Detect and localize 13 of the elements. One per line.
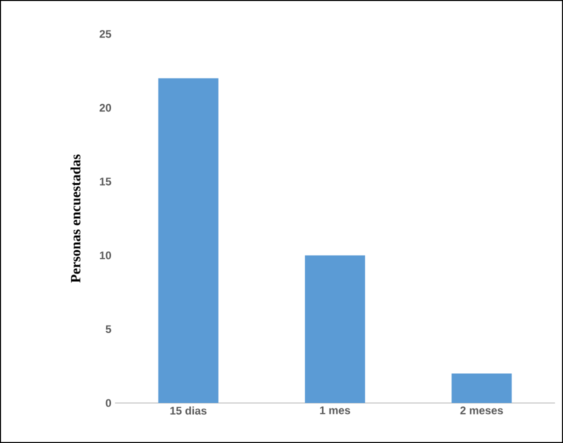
y-axis-title: Personas encuestadas	[70, 154, 80, 283]
y-tick-label: 20	[100, 104, 112, 112]
y-tick-label: 15	[100, 178, 112, 186]
x-tick-label: 1 mes	[320, 406, 350, 414]
x-tick-label: 2 meses	[460, 406, 503, 414]
y-tick-label: 0	[106, 399, 112, 407]
bar	[452, 373, 512, 403]
bar	[304, 255, 366, 403]
y-tick-label: 25	[100, 30, 112, 38]
bar	[158, 78, 218, 403]
y-tick-label: 10	[100, 252, 112, 260]
y-tick-label: 5	[106, 325, 112, 334]
x-tick-label: 15 dias	[170, 406, 207, 415]
